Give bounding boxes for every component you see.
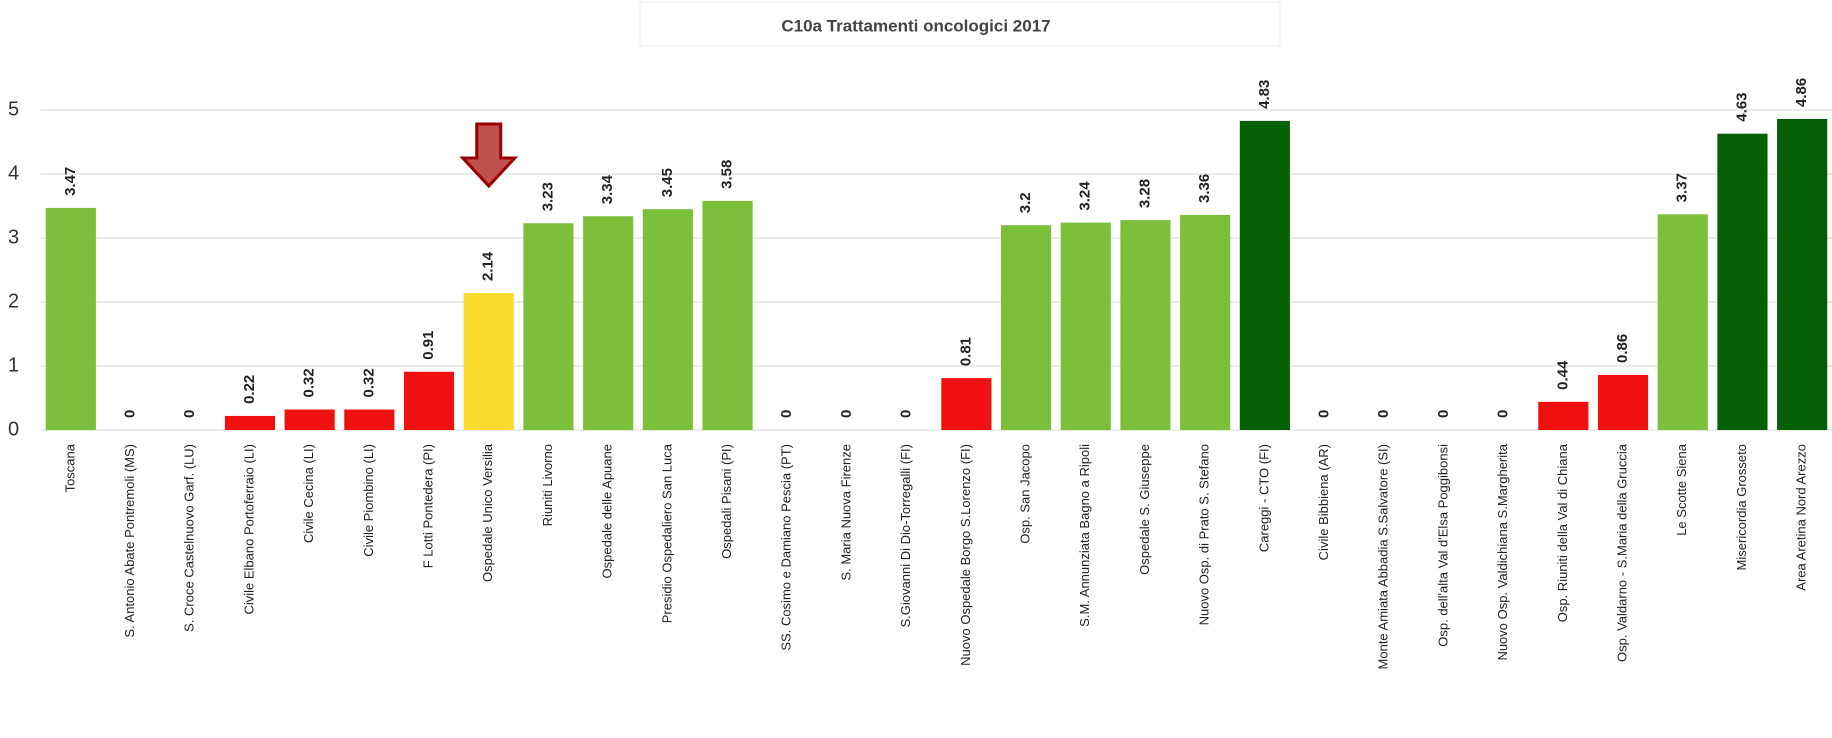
value-label: 0.22: [241, 375, 258, 404]
bar: [1060, 222, 1111, 430]
value-label: 0: [898, 410, 915, 418]
x-tick-label: S. Maria Nuova Firenze: [838, 444, 853, 581]
x-tick-label: Civile Cecina (LI): [301, 444, 316, 543]
bar: [463, 293, 514, 430]
x-tick-label: S.Giovanni Di Dio-Torregalli (FI): [898, 444, 913, 628]
value-label: 0: [1316, 410, 1333, 418]
x-tick-label: Presidio Ospedaliero San Luca: [659, 443, 674, 623]
x-tick-label: Nuovo Osp. di Prato S. Stefano: [1197, 444, 1212, 625]
bar: [1120, 220, 1171, 430]
value-label: 0: [1495, 410, 1512, 418]
value-label: 3.34: [599, 174, 616, 204]
x-tick-label: Ospedale S. Giuseppe: [1137, 444, 1152, 575]
value-label: 3.24: [1077, 181, 1094, 211]
bar: [45, 207, 96, 430]
value-label: 0.32: [360, 368, 377, 397]
y-tick-label: 4: [8, 162, 19, 184]
bar: [284, 409, 335, 430]
x-tick-label: Toscana: [62, 443, 77, 492]
y-tick-label: 5: [8, 98, 19, 120]
value-label: 3.28: [1136, 179, 1153, 208]
value-label: 0.86: [1614, 334, 1631, 363]
bar: [344, 409, 395, 430]
x-tick-label: Osp. Valdarno - S.Maria della Gruccia: [1614, 443, 1629, 662]
x-tick-label: F Lotti Pontedera (PI): [420, 444, 435, 568]
x-tick-label: Misericordia Grosseto: [1734, 444, 1749, 570]
value-label: 0: [778, 410, 795, 418]
x-tick-label: Area Aretina Nord Arezzo: [1794, 444, 1809, 591]
x-tick-label: S. Croce Castelnuovo Garf. (LU): [182, 444, 197, 632]
value-label: 0.81: [957, 337, 974, 366]
x-tick-label: Civile Elbano Portoferraio (LI): [241, 444, 256, 615]
bar: [1239, 120, 1290, 430]
value-label: 0: [838, 410, 855, 418]
y-tick-label: 2: [8, 290, 19, 312]
bar: [1717, 133, 1768, 430]
y-tick-label: 3: [8, 226, 19, 248]
x-tick-label: Civile Piombino (LI): [361, 444, 376, 557]
value-label: 4.63: [1733, 92, 1750, 121]
x-tick-label: Osp. dell'alta Val d'Elsa Poggibonsi: [1435, 444, 1450, 647]
y-tick-label: 1: [8, 354, 19, 376]
x-tick-label: Osp. San Jacopo: [1017, 444, 1032, 544]
value-label: 0.91: [420, 331, 437, 360]
value-label: 0.32: [301, 368, 318, 397]
x-tick-label: Ospedale Unico Versilia: [480, 443, 495, 582]
value-label: 0.44: [1554, 360, 1571, 390]
x-tick-label: Nuovo Ospedale Borgo S.Lorenzo (FI): [958, 444, 973, 666]
value-label: 3.45: [659, 168, 676, 197]
x-tick-label: Monte Amiata Abbadia S.Salvatore (SI): [1376, 444, 1391, 669]
x-tick-label: Osp. Riuniti della Val di Chiana: [1555, 443, 1570, 622]
value-label: 0: [1435, 410, 1452, 418]
bar: [583, 216, 634, 430]
value-label: 3.58: [719, 160, 736, 189]
value-label: 3.37: [1674, 173, 1691, 202]
x-tick-label: Careggi - CTO (FI): [1256, 444, 1271, 552]
bar: [941, 378, 992, 430]
bar: [1000, 225, 1052, 430]
x-tick-label: S. Antonio Abate Pontremoli (MS): [122, 444, 137, 638]
x-tick-label: Le Scotte Siena: [1674, 443, 1689, 536]
x-tick-label: Riuniti Livorno: [540, 444, 555, 526]
bar: [702, 200, 753, 430]
value-label: 4.83: [1256, 80, 1273, 109]
chart-title: C10a Trattamenti oncologici 2017: [781, 16, 1050, 35]
y-tick-label: 0: [8, 418, 19, 440]
bar: [224, 415, 276, 430]
value-label: 3.47: [62, 167, 79, 196]
x-tick-label: SS. Cosimo e Damiano Pescia (PT): [779, 444, 794, 651]
value-label: 3.2: [1017, 192, 1034, 213]
x-tick-label: Ospedale delle Apuane: [600, 444, 615, 578]
value-label: 0: [181, 410, 198, 418]
value-label: 3.36: [1196, 174, 1213, 203]
bar: [1538, 401, 1589, 430]
bar: [1180, 214, 1231, 430]
title-box: [639, 1, 1281, 47]
highlight-arrow: [459, 122, 519, 189]
x-tick-label: Nuovo Osp. Valdichiana S.Margherita: [1495, 443, 1510, 660]
x-tick-label: Civile Bibbiena (AR): [1316, 444, 1331, 560]
value-label: 3.23: [539, 182, 556, 211]
value-label: 0: [122, 410, 139, 418]
value-label: 2.14: [480, 251, 497, 281]
bar: [403, 371, 455, 430]
value-label: 0: [1375, 410, 1392, 418]
bar: [523, 223, 574, 430]
bar: [1597, 374, 1649, 430]
bar: [642, 209, 693, 430]
bar: [1777, 118, 1828, 431]
value-label: 4.86: [1793, 78, 1810, 107]
bar: [1657, 214, 1708, 430]
x-tick-label: Ospedali Pisani (PI): [719, 444, 734, 559]
x-tick-label: S.M. Annunziata Bagno a Ripoli: [1077, 444, 1092, 627]
